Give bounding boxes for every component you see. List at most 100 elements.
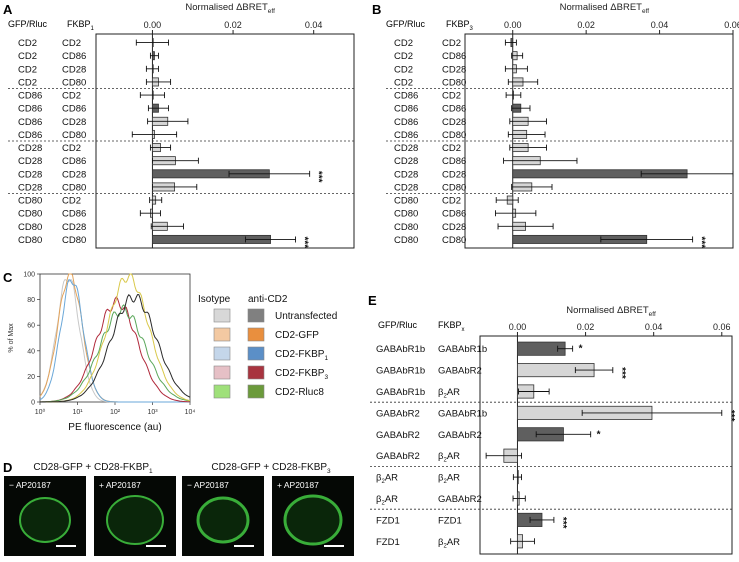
panel-a-row-label-fkbp: CD86: [62, 209, 86, 220]
panel-b-x-tick-label: 0.00: [504, 20, 522, 30]
panel-e-label-part: β: [438, 387, 444, 398]
panel-b-x-axis-title: Normalised ΔBRETeff: [560, 2, 650, 15]
microscopy-title: CD28-GFP + CD28-FKBP3: [211, 462, 331, 475]
panel-b-row-label-gfp: CD28: [394, 143, 418, 154]
panel-e-header-gfp: GFP/Rluc: [378, 320, 418, 330]
panel-a-row-label-gfp: CD2: [18, 64, 37, 75]
panel-b-row-label-gfp: CD28: [394, 182, 418, 193]
legend-swatch-anti-cd2: [247, 346, 265, 361]
legend-label-text: CD2-Rluc8: [275, 387, 324, 398]
panel-c-y-tick-label: 60: [27, 323, 35, 330]
panel-e-significance-mark: ***: [616, 367, 627, 379]
panel-a-row-label-gfp: CD80: [18, 222, 42, 233]
panel-c-x-axis-title: PE fluorescence (au): [68, 422, 161, 433]
panel-a-x-tick-label: 0.00: [144, 20, 162, 30]
panel-e-label-part: β: [438, 537, 444, 548]
panel-e-row-label-gfp: GABAbR2: [376, 430, 420, 441]
panel-e-row-label-fkbp: GABAbR2: [438, 494, 482, 505]
panel-b-row-label-gfp: CD80: [394, 222, 418, 233]
panel-b-row-label-fkbp: CD28: [442, 222, 466, 233]
panel-b-row-label-gfp: CD28: [394, 156, 418, 167]
panel-e-x-tick-label: 0.00: [509, 322, 527, 332]
panel-b-row-label-gfp: CD2: [394, 77, 413, 88]
panel-a-row-label-gfp: CD80: [18, 209, 42, 220]
panel-c-x-tick-label: 10⁰: [35, 408, 46, 416]
panel-e-row-label-gfp: GABAbR1b: [376, 344, 425, 355]
panel-b-x-axis-title-text: Normalised ΔBRET: [560, 2, 643, 13]
panel-b-row-label-gfp: CD2: [394, 38, 413, 49]
panel-c-plot-frame: [39, 273, 191, 403]
panel-e-x-axis-title-sub: eff: [649, 311, 656, 318]
panel-letter-d: D: [3, 460, 12, 475]
panel-b-row-label-fkbp: CD80: [442, 130, 466, 141]
panel-b-x-tick-label: 0.06: [724, 20, 739, 30]
panel-a-header-gfp: GFP/Rluc: [8, 19, 48, 29]
panel-e-header-fkbp-text: FKBP: [438, 320, 462, 330]
panel-e-label-part: AR: [447, 537, 460, 548]
panel-a-x-axis-title: Normalised ΔBRETeff: [185, 2, 275, 15]
panel-e-plot-frame: [479, 335, 733, 555]
cell-membrane: [283, 494, 343, 546]
panel-b-row-label-fkbp: CD80: [442, 77, 466, 88]
legend-label-text: CD2-GFP: [275, 330, 319, 341]
panel-a-row-label-gfp: CD86: [18, 130, 42, 141]
panel-b-row-label-fkbp: CD86: [442, 156, 466, 167]
panel-a-row-label-gfp: CD86: [18, 117, 42, 128]
panel-e-row-label-fkbp: GABAbR2: [438, 430, 482, 441]
panel-a-row-label-gfp: CD2: [18, 38, 37, 49]
panel-c-histogram-line: [40, 296, 190, 403]
panel-e-row-label-gfp: FZD1: [376, 537, 400, 548]
panel-e-significance-mark: *: [579, 344, 583, 355]
legend-label-sub: 3: [324, 374, 328, 381]
panel-b-plot-frame: [464, 33, 734, 249]
panel-a-row-label-gfp: CD2: [18, 77, 37, 88]
panel-c-x-tick-label: 10²: [110, 409, 121, 416]
legend-label: CD2-GFP: [275, 330, 319, 341]
panel-a-row-label-fkbp: CD80: [62, 235, 86, 246]
panel-e-header-fkbp: FKBPx: [438, 320, 465, 333]
panel-e-label-part: AR: [385, 494, 398, 505]
panel-c-y-tick-label: 80: [27, 297, 35, 304]
microscopy-title: CD28-GFP + CD28-FKBP1: [33, 462, 153, 475]
panel-a-header-fkbp-text: FKBP: [67, 19, 91, 29]
panel-e-x-axis-title: Normalised ΔBRETeff: [566, 305, 656, 318]
panel-c-y-tick-label: 100: [23, 272, 35, 279]
panel-e-row-label-fkbp: β2AR: [438, 473, 460, 486]
panel-e-row-label-fkbp: β2AR: [438, 537, 460, 550]
microscopy-panel-d: CD28-GFP + CD28-FKBP1 CD28-GFP + CD28-FKB…: [4, 462, 354, 556]
panel-b-row-label-gfp: CD80: [394, 235, 418, 246]
panel-a-row-label-fkbp: CD80: [62, 130, 86, 141]
panel-b-header-fkbp-sub: 3: [470, 26, 474, 32]
panel-b-row-label-fkbp: CD86: [442, 51, 466, 62]
panel-c-histogram-line: [39, 279, 190, 403]
cell-membrane: [19, 497, 71, 543]
legend-label: Untransfected: [275, 311, 337, 322]
panel-a-x-tick-label: 0.02: [224, 20, 242, 30]
panel-a-row-label-fkbp: CD80: [62, 77, 86, 88]
panel-e-label-sub: 2: [381, 479, 385, 485]
microscopy-title-sub: 3: [327, 468, 331, 475]
panel-b-row-label-gfp: CD86: [394, 130, 418, 141]
panel-a-x-axis-title-sub: eff: [268, 8, 275, 15]
panel-b-row-label-gfp: CD80: [394, 196, 418, 207]
panel-e-label-part: β: [438, 473, 444, 484]
legend-label-text: CD2-FKBP: [275, 349, 325, 360]
panel-e-label-sub: 2: [443, 543, 447, 549]
panel-b-row-label-fkbp: CD2: [442, 196, 461, 207]
panel-a-row-label-gfp: CD28: [18, 143, 42, 154]
legend-swatch-isotype: [213, 346, 231, 361]
panel-b-row-label-gfp: CD86: [394, 117, 418, 128]
panel-a-row-label-fkbp: CD2: [62, 196, 81, 207]
legend-label: CD2-Rluc8: [275, 387, 324, 398]
panel-e-label-part: β: [438, 451, 444, 462]
panel-e-row-label-fkbp: GABAbR1b: [438, 408, 487, 419]
panel-e-row-label-gfp: FZD1: [376, 515, 400, 526]
panel-a-row-label-fkbp: CD2: [62, 91, 81, 102]
panel-b-significance-mark: ***: [736, 171, 739, 183]
panel-a-row-label-fkbp: CD86: [62, 156, 86, 167]
panel-a-header-fkbp-sub: 1: [91, 26, 95, 32]
microscopy-tile-label: + AP20187: [99, 480, 141, 490]
legend-panel-c: Isotype anti-CD2 Untransfected CD2-GFP CD2-F…: [198, 294, 337, 399]
panel-e-label-sub: 2: [443, 394, 447, 400]
panel-a-x-tick-label: 0.04: [305, 20, 323, 30]
